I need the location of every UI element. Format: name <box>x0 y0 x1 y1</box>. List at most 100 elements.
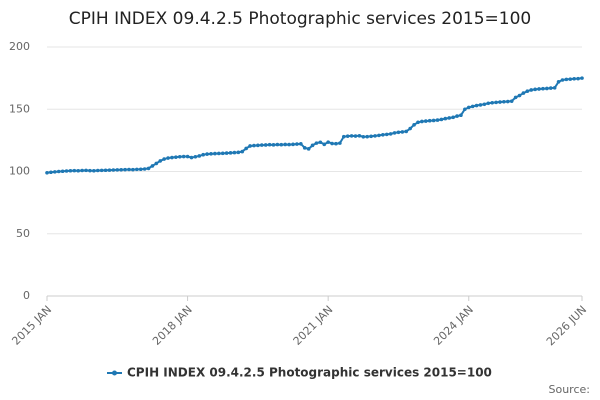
point <box>338 141 342 145</box>
point <box>568 77 573 81</box>
point <box>314 141 319 145</box>
point <box>533 87 537 92</box>
point <box>291 142 295 147</box>
point <box>295 142 299 146</box>
y-tick-label: 200 <box>9 40 30 53</box>
legend-label: CPIH INDEX 09.4.2.5 Photographic service… <box>127 366 492 380</box>
point <box>478 103 483 107</box>
point <box>64 169 69 173</box>
point <box>427 118 432 123</box>
point <box>353 134 358 138</box>
point <box>166 156 170 160</box>
point <box>529 88 534 92</box>
point <box>548 86 553 90</box>
point <box>146 166 151 171</box>
point <box>150 164 155 168</box>
point <box>556 80 561 84</box>
point <box>572 76 576 81</box>
point <box>283 142 288 147</box>
x-tick-label: 2024 JAN <box>431 303 476 348</box>
point <box>154 161 159 166</box>
point <box>474 103 479 108</box>
point <box>99 168 104 173</box>
y-tick-label: 150 <box>9 102 30 115</box>
point <box>263 143 268 147</box>
point <box>459 113 463 118</box>
point <box>400 130 405 134</box>
point <box>486 101 491 106</box>
point <box>248 144 252 148</box>
point <box>220 151 225 156</box>
point <box>84 168 88 173</box>
point <box>103 168 108 173</box>
point <box>45 170 49 175</box>
point <box>447 116 452 120</box>
point <box>564 77 569 82</box>
x-tick-label: 2018 JAN <box>150 303 195 348</box>
point <box>111 168 116 172</box>
x-tick-label: 2015 JAN <box>9 303 54 348</box>
point <box>228 151 233 155</box>
point <box>76 168 81 173</box>
point <box>224 151 229 155</box>
point <box>88 168 92 173</box>
point <box>299 142 303 146</box>
point <box>482 102 487 107</box>
point <box>306 147 311 151</box>
point <box>365 134 370 139</box>
point <box>256 143 260 148</box>
x-tick-label: 2021 JAN <box>291 303 336 348</box>
point <box>431 118 436 123</box>
point <box>408 126 412 131</box>
point <box>451 115 455 120</box>
point <box>537 87 541 91</box>
point <box>127 167 131 172</box>
point <box>466 105 471 110</box>
point <box>369 134 373 139</box>
point <box>423 119 428 123</box>
point <box>517 93 522 98</box>
point <box>545 86 549 91</box>
point <box>580 76 584 80</box>
point <box>244 146 248 151</box>
point <box>267 142 272 147</box>
point <box>185 154 190 159</box>
point <box>334 141 338 146</box>
chart-title: CPIH INDEX 09.4.2.5 Photographic service… <box>69 9 531 29</box>
point <box>287 142 291 147</box>
point <box>416 120 420 125</box>
point <box>377 133 381 138</box>
point <box>412 123 416 127</box>
point <box>357 133 362 138</box>
point <box>68 168 73 173</box>
point <box>209 152 213 156</box>
point <box>92 168 96 173</box>
point <box>381 132 385 137</box>
x-tick-label: 2026 JUN <box>544 303 589 348</box>
point <box>271 143 276 147</box>
point <box>455 114 459 118</box>
point <box>142 167 147 171</box>
point <box>259 143 264 147</box>
point <box>193 155 198 159</box>
point <box>56 169 61 174</box>
point <box>95 168 100 173</box>
series-line <box>46 77 583 174</box>
point <box>541 86 545 91</box>
point <box>49 170 53 175</box>
point <box>217 151 221 156</box>
point <box>302 146 307 150</box>
point <box>123 167 127 172</box>
point <box>349 134 354 138</box>
point <box>232 150 237 155</box>
point <box>158 159 163 163</box>
point <box>119 167 123 172</box>
point <box>177 155 182 159</box>
point <box>80 168 84 173</box>
point <box>170 155 174 160</box>
point <box>252 143 256 148</box>
point <box>138 167 143 172</box>
point <box>463 107 467 112</box>
point <box>236 150 241 155</box>
point <box>404 129 409 134</box>
